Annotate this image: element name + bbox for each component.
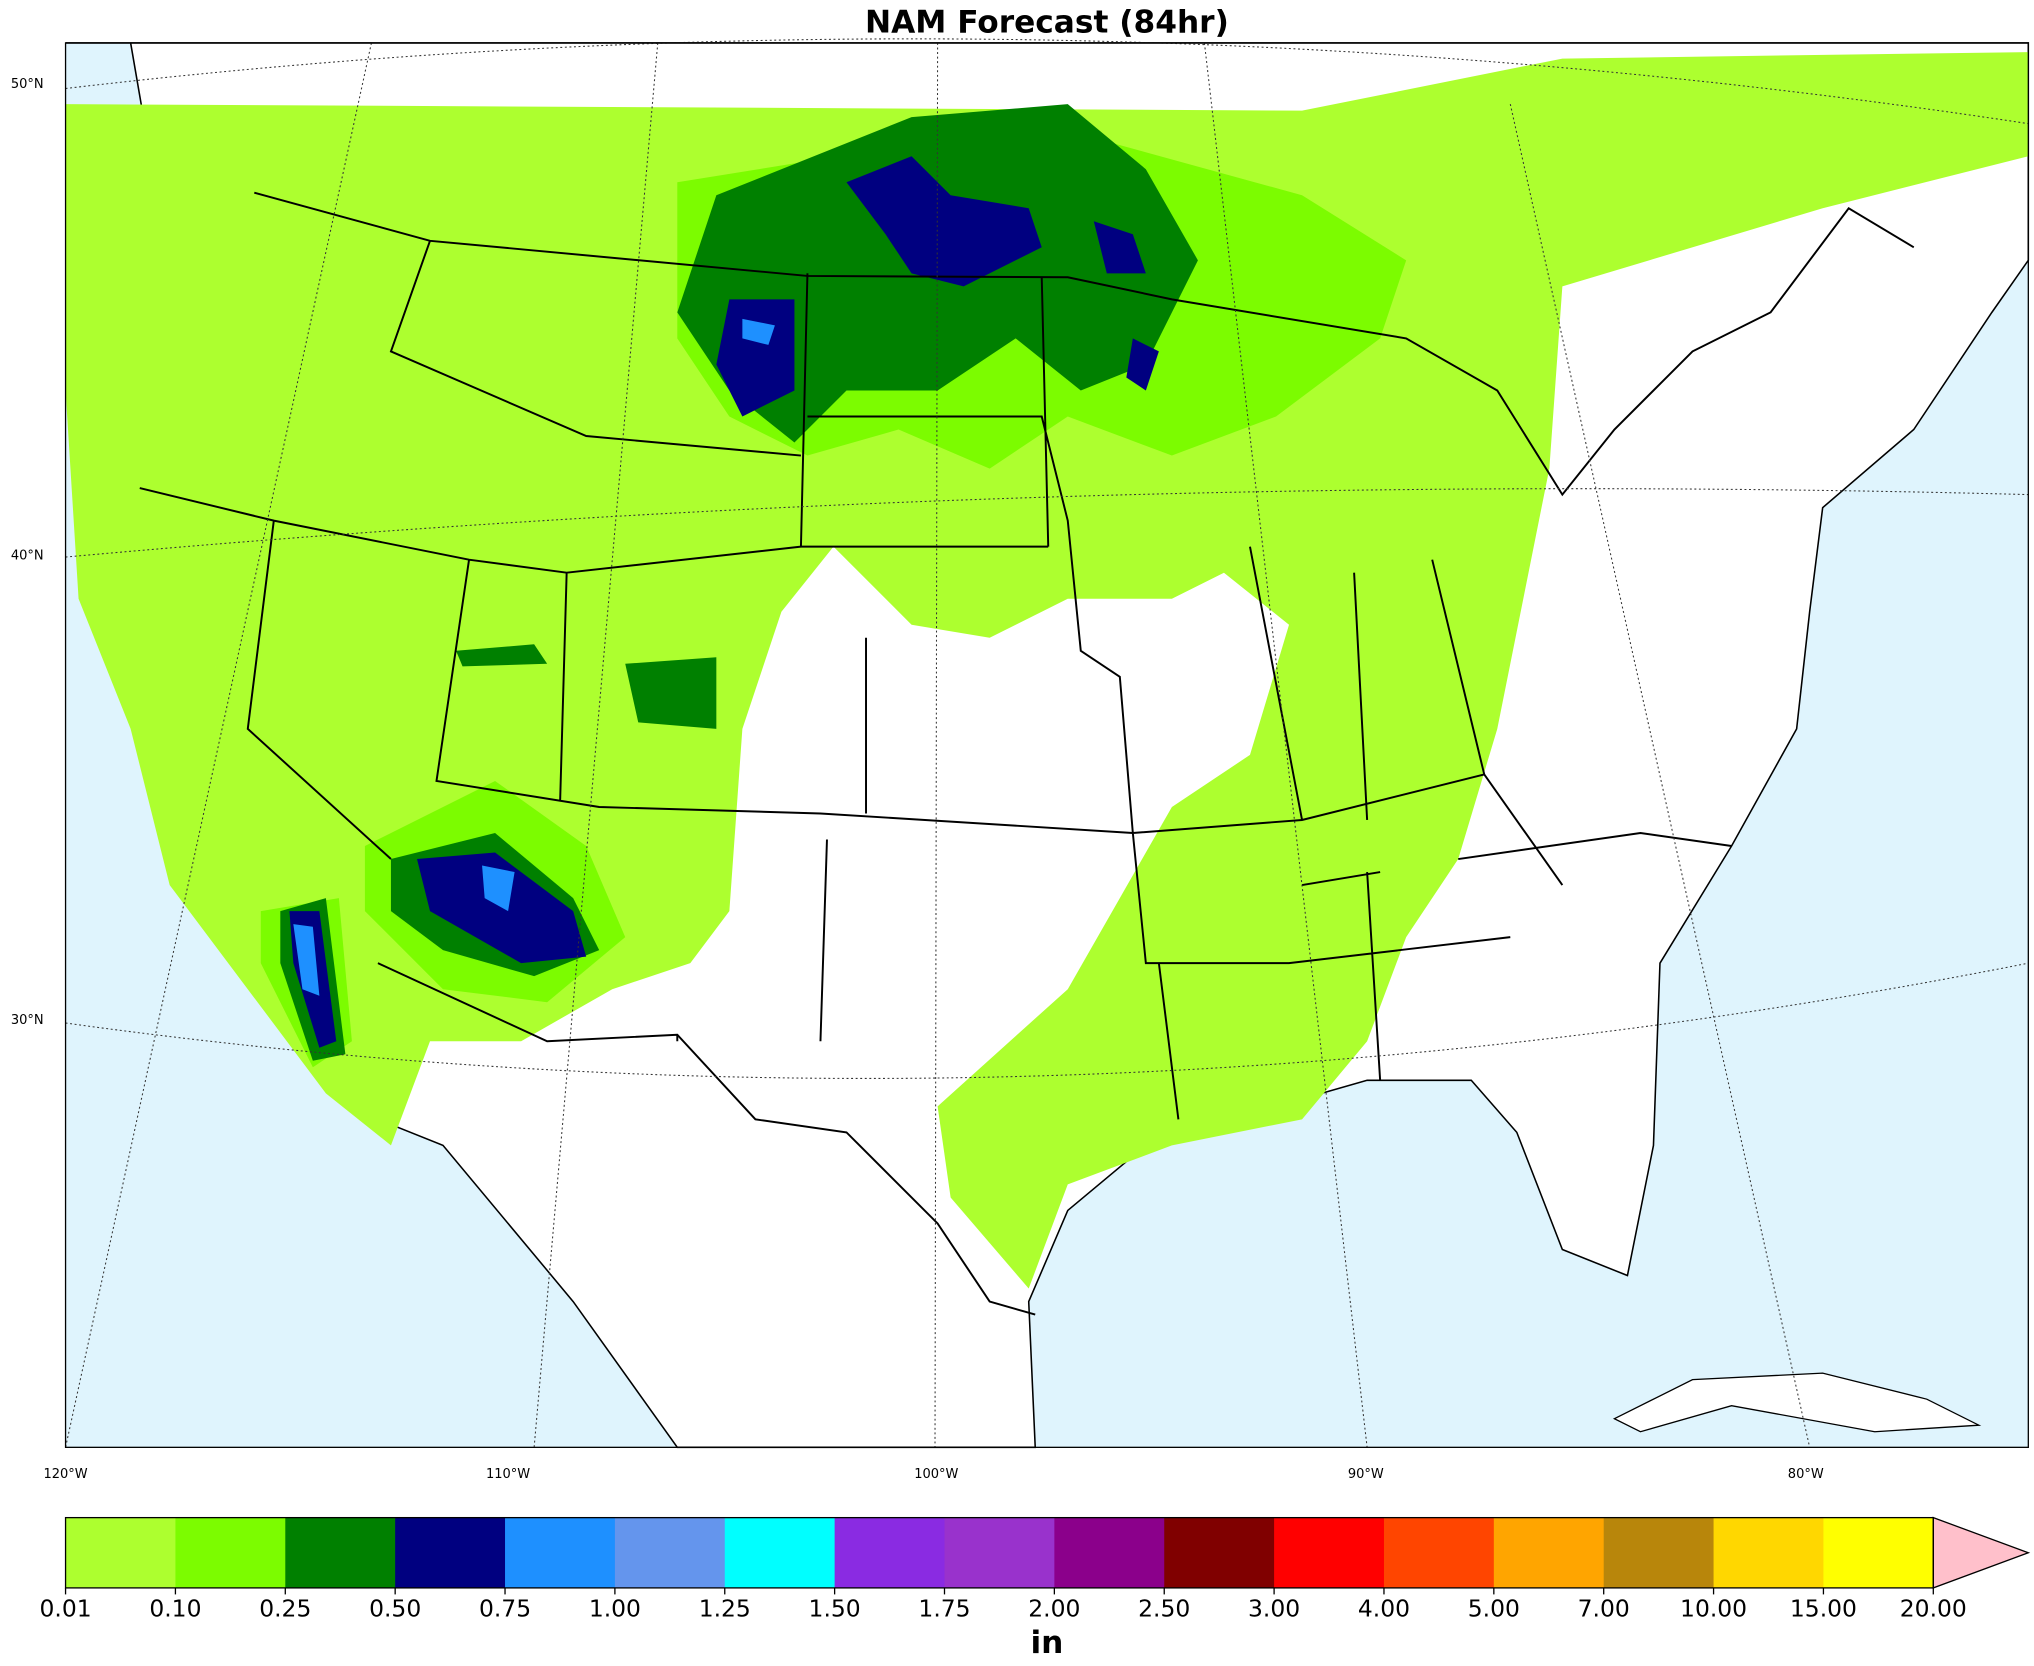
lon-label: 100°W: [914, 1467, 958, 1482]
lon-label: 90°W: [1348, 1467, 1384, 1482]
colorbar-segment: [1603, 1517, 1715, 1588]
lat-label: 30°N: [11, 1013, 44, 1028]
colorbar-unit: in: [1030, 1625, 1063, 1661]
colorbar-segment: [395, 1517, 506, 1588]
colorbar-segment: [65, 1517, 177, 1588]
colorbar-tick-label: 1.75: [918, 1595, 970, 1623]
colorbar-extend: [1932, 1516, 2031, 1589]
colorbar: 0.01 0.10 0.25 0.50 0.75 1.00 1.25 1.50 1.75 2.00…: [39, 1516, 2031, 1623]
colorbar-segment: [505, 1517, 616, 1588]
colorbar-segment: [614, 1517, 726, 1588]
colorbar-tick-label: 7.00: [1578, 1595, 1630, 1623]
colorbar-tick-label: 4.00: [1358, 1595, 1410, 1623]
graticule: [65, 38, 2029, 1448]
colorbar-tick-label: 5.00: [1468, 1595, 1520, 1623]
lon-label: 110°W: [486, 1467, 530, 1482]
colorbar-segment: [285, 1517, 396, 1588]
colorbar-segment: [1823, 1517, 1934, 1588]
lon-label: 80°W: [1788, 1467, 1824, 1482]
lon-label: 120°W: [43, 1467, 87, 1482]
colorbar-segment: [1164, 1517, 1275, 1588]
title: NAM Forecast (84hr): [865, 4, 1229, 40]
colorbar-segment: [1054, 1517, 1165, 1588]
colorbar-tick-label: 1.25: [699, 1595, 751, 1623]
colorbar-tick-label: 1.00: [589, 1595, 641, 1623]
map-frame: [64, 42, 2029, 1448]
cuba: [1612, 1372, 1982, 1433]
colorbar-tick-label: 0.75: [479, 1595, 531, 1623]
lat-label: 40°N: [11, 548, 44, 563]
precip-area: [280, 644, 717, 1061]
colorbar-frame: [64, 1516, 1934, 1589]
colorbar-tick-label: 10.00: [1680, 1595, 1747, 1623]
lat-label: 50°N: [11, 77, 44, 92]
precip-area: [289, 852, 587, 1048]
colorbar-tick-label: 0.25: [259, 1595, 311, 1623]
colorbar-tick-label: 20.00: [1900, 1595, 1967, 1623]
colorbar-segment: [834, 1517, 946, 1588]
lat-labels: 50°N 40°N 30°N: [11, 77, 44, 1028]
colorbar-tick-label: 3.00: [1248, 1595, 1300, 1623]
colorbar-tick-label: 0.10: [149, 1595, 201, 1623]
borders: [139, 191, 1915, 1316]
colorbar-tick-label: 0.50: [369, 1595, 421, 1623]
colorbar-segment: [724, 1517, 836, 1588]
colorbar-tick-label: 15.00: [1790, 1595, 1857, 1623]
colorbar-tick-label: 2.50: [1138, 1595, 1190, 1623]
map: [64, 38, 2030, 1449]
colorbar-segment: [944, 1517, 1056, 1588]
lon-labels: 120°W 110°W 100°W 90°W 80°W: [43, 1467, 1823, 1482]
colorbar-tick-label: 2.00: [1028, 1595, 1080, 1623]
colorbar-segment: [175, 1517, 286, 1588]
colorbar-tick-label: 0.01: [39, 1595, 91, 1623]
colorbar-segment: [1274, 1517, 1385, 1588]
colorbar-segment: [1383, 1517, 1495, 1588]
colorbar-segment: [1493, 1517, 1605, 1588]
colorbar-segment: [1713, 1517, 1825, 1588]
colorbar-tick-label: 1.50: [809, 1595, 861, 1623]
